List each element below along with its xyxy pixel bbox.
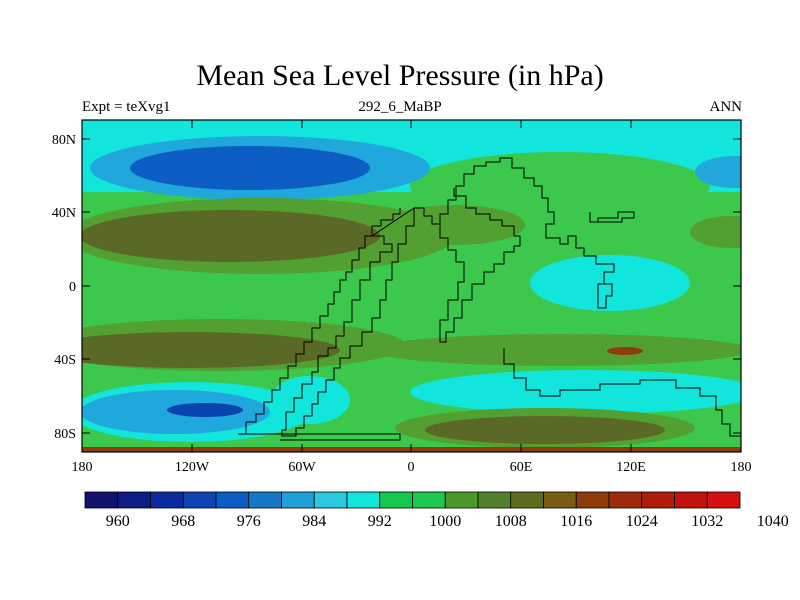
longitude-labels: 180 120W 60W 0 60E 120E 180 [72, 460, 752, 475]
lat-label-80s: 80S [54, 427, 76, 442]
north-blue-low [130, 146, 370, 190]
north-high-pacific [82, 210, 380, 262]
lon-label-120w: 120W [175, 460, 210, 475]
latitude-axis [82, 138, 741, 434]
colorbar-label: 1008 [495, 513, 527, 530]
colorbar-box [346, 491, 381, 509]
colorbar-label: 1000 [429, 513, 461, 530]
colorbar [84, 491, 741, 509]
antarctica-coastline [238, 433, 401, 441]
america-coastline [238, 207, 415, 437]
south-cyan-band-east [410, 370, 741, 414]
longitude-axis [81, 120, 742, 452]
south-blue-low [167, 403, 243, 417]
lon-label-120e: 120E [616, 460, 646, 475]
south-red-spot [607, 347, 643, 355]
colorbar-box [281, 491, 315, 509]
time-period-label: 292_6_MaBP [358, 99, 442, 115]
lon-label-180e: 180 [731, 460, 752, 475]
south-mid-green-indian [370, 334, 741, 366]
north-green-wedge [410, 152, 710, 220]
lon-label-180w: 180 [72, 460, 93, 475]
lon-label-60e: 60E [510, 460, 533, 475]
colorbar-label: 976 [237, 513, 261, 530]
colorbar-label: 1032 [691, 513, 723, 530]
colorbar-box [575, 491, 610, 509]
colorbar-label: 960 [106, 513, 130, 530]
experiment-label: Expt = teXvg1 [82, 99, 171, 115]
colorbar-box [84, 491, 119, 509]
colorbar-box [444, 491, 479, 509]
lat-label-0: 0 [69, 280, 76, 295]
colorbar-box [379, 491, 413, 509]
pressure-field [82, 120, 741, 452]
colorbar-labels: 960 968 976 984 992 1000 1008 1016 1024 1032 1040 [106, 513, 789, 530]
colorbar-label: 984 [302, 513, 326, 530]
colorbar-box [477, 491, 512, 509]
antarctic-high [425, 416, 665, 444]
map-title: Mean Sea Level Pressure (in hPa) [196, 59, 604, 92]
lat-label-40s: 40S [54, 353, 76, 368]
colorbar-box [313, 491, 348, 509]
colorbar-box [706, 491, 741, 509]
colorbar-label: 1040 [757, 513, 789, 530]
continent-outlines [238, 157, 741, 441]
colorbar-box [608, 491, 643, 509]
colorbar-label: 992 [368, 513, 392, 530]
colorbar-box [412, 491, 446, 509]
lon-label-0: 0 [408, 460, 415, 475]
colorbar-box [215, 491, 250, 509]
north-high-east [690, 216, 741, 248]
afro-eurasia-coastline [414, 157, 741, 437]
south-high-pacific [82, 332, 340, 368]
colorbar-box [674, 491, 708, 509]
colorbar-label: 968 [171, 513, 195, 530]
colorbar-box [117, 491, 151, 509]
colorbar-box [510, 491, 544, 509]
colorbar-label: 1024 [626, 513, 658, 530]
colorbar-box [543, 491, 577, 509]
south-cyan-patch [270, 376, 350, 424]
colorbar-box [150, 491, 184, 509]
colorbar-label: 1016 [560, 513, 592, 530]
north-light-blue-low-east [695, 156, 741, 188]
lat-label-80n: 80N [52, 133, 76, 148]
asia-island-coastline [589, 211, 635, 223]
latitude-labels: 80N 40N 0 40S 80S [52, 133, 76, 442]
tropical-cyan-low [530, 255, 690, 311]
lat-label-40n: 40N [52, 206, 76, 221]
colorbar-box [641, 491, 675, 509]
season-label: ANN [709, 99, 743, 115]
colorbar-box [182, 491, 217, 509]
colorbar-box [248, 491, 282, 509]
lon-label-60w: 60W [288, 460, 316, 475]
